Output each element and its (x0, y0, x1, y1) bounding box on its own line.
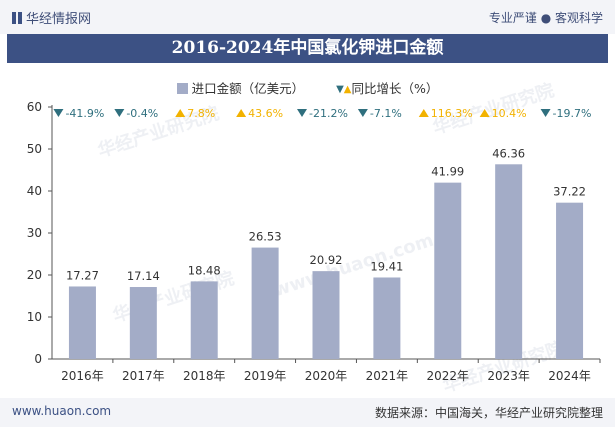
legend-item-amount: 进口金额（亿美元） (176, 78, 305, 97)
top-bar: 华经情报网 专业严谨 ● 客观科学 (0, 0, 615, 34)
x-tick-label: 2017年 (122, 369, 165, 383)
yoy-change-label: 10.4% (492, 107, 527, 120)
logo-icon (12, 12, 22, 24)
triangle-down-icon: ▼ (336, 84, 344, 95)
bar-value-label: 18.48 (188, 263, 221, 277)
legend-label-yoy: 同比增长（%） (351, 81, 439, 96)
triangle-down-icon (297, 109, 307, 117)
bar (495, 164, 523, 359)
slogan: 专业严谨 ● 客观科学 (488, 11, 603, 25)
yoy-change-label: 43.6% (248, 107, 283, 120)
legend-swatch (176, 83, 188, 94)
bar (312, 271, 340, 359)
yoy-change-label: -7.1% (370, 107, 402, 120)
brand[interactable]: 华经情报网 (12, 8, 91, 27)
y-tick-label: 40 (27, 184, 42, 198)
legend-item-yoy: ▼▲同比增长（%） (336, 78, 438, 97)
x-tick-label: 2023年 (487, 369, 530, 383)
chart-title: 2016-2024年中国氯化钾进口金额 (7, 34, 608, 63)
legend: 进口金额（亿美元） ▼▲同比增长（%） (0, 78, 615, 97)
bar-value-label: 46.36 (492, 146, 525, 160)
bar-value-label: 20.92 (310, 253, 343, 267)
bar-value-label: 17.14 (127, 269, 160, 283)
triangle-down-icon (357, 109, 368, 117)
yoy-change-label: 7.8% (187, 107, 215, 120)
x-tick-label: 2024年 (548, 369, 591, 383)
x-tick-label: 2021年 (366, 369, 409, 383)
bar (556, 202, 584, 359)
bar (373, 277, 401, 359)
yoy-change-label: -21.2% (309, 107, 348, 120)
bar-value-label: 41.99 (431, 165, 464, 179)
brand-name: 华经情报网 (26, 12, 92, 27)
triangle-down-icon (53, 109, 64, 117)
bar-value-label: 37.22 (553, 185, 586, 199)
x-tick-label: 2020年 (305, 369, 348, 383)
triangle-down-icon (114, 109, 125, 117)
triangle-up-icon (479, 109, 490, 117)
yoy-change-label: -0.4% (126, 107, 158, 120)
bar (251, 247, 279, 359)
y-tick-label: 60 (27, 100, 42, 114)
yoy-change-label: -41.9% (65, 107, 104, 120)
bar-value-label: 19.41 (370, 259, 403, 273)
y-tick-label: 50 (27, 142, 42, 156)
bar (68, 286, 96, 359)
bar-value-label: 26.53 (249, 230, 282, 244)
y-tick-label: 30 (27, 226, 42, 240)
x-tick-label: 2018年 (183, 369, 226, 383)
y-tick-label: 0 (34, 352, 42, 366)
legend-label-amount: 进口金额（亿美元） (191, 81, 305, 96)
triangle-up-icon: ▲ (343, 84, 352, 95)
triangle-up-icon (175, 109, 186, 117)
yoy-change-label: 116.3% (431, 107, 473, 120)
bar (129, 287, 157, 359)
y-tick-label: 10 (27, 310, 42, 324)
x-tick-label: 2016年 (61, 369, 104, 383)
triangle-down-icon (540, 109, 551, 117)
footer: www.huaon.com 数据来源：中国海关，华经产业研究院整理 (0, 398, 615, 427)
y-tick-label: 20 (27, 268, 42, 282)
bar (434, 182, 462, 359)
triangle-up-icon (418, 109, 429, 117)
x-tick-label: 2022年 (427, 369, 470, 383)
website-link[interactable]: www.huaon.com (12, 404, 112, 418)
x-tick-label: 2019年 (244, 369, 287, 383)
data-source: 数据来源：中国海关，华经产业研究院整理 (374, 406, 603, 420)
yoy-change-label: -19.7% (553, 107, 592, 120)
bar-value-label: 17.27 (66, 268, 99, 282)
triangle-up-icon (236, 109, 247, 117)
bar (190, 281, 218, 359)
